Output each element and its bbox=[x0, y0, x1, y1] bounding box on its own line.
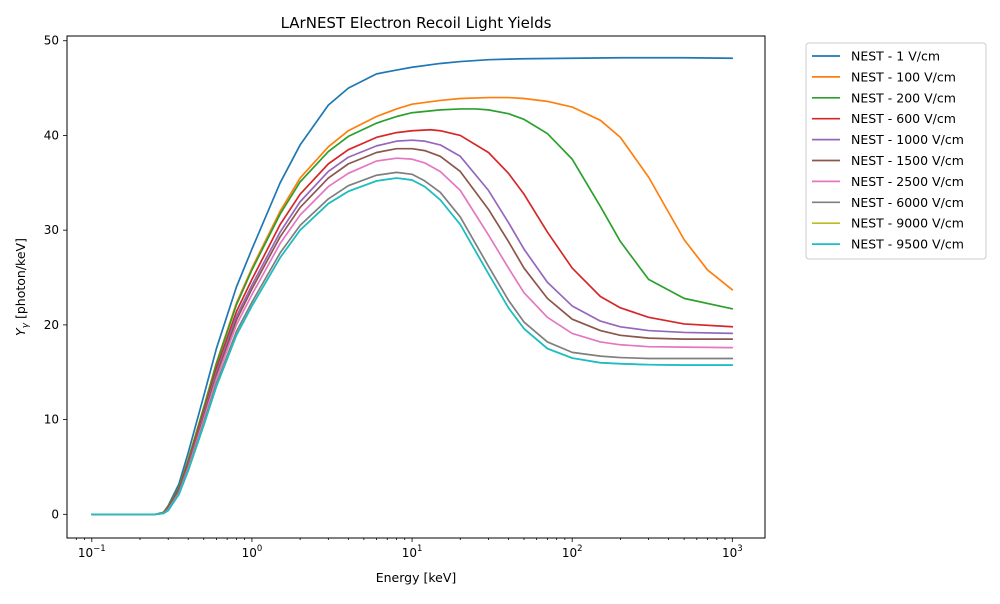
y-ticks: 0 10 20 30 40 50 bbox=[44, 34, 67, 521]
x-ticks: 10−1 100 101 102 103 bbox=[75, 538, 743, 560]
y-tick-label-5: 50 bbox=[44, 34, 59, 48]
y-tick-label-1: 10 bbox=[44, 413, 59, 427]
y-tick-label-0: 0 bbox=[51, 507, 59, 521]
legend-label-2: NEST - 200 V/cm bbox=[851, 90, 956, 105]
y-tick-label-2: 20 bbox=[44, 318, 59, 332]
y-tick-label-4: 40 bbox=[44, 128, 59, 142]
x-tick-label-2: 101 bbox=[402, 544, 423, 560]
x-tick-label-1: 100 bbox=[242, 544, 263, 560]
legend-items: NEST - 1 V/cm NEST - 100 V/cm NEST - 200 V… bbox=[812, 49, 964, 252]
legend-frame bbox=[805, 42, 987, 260]
series-line-9 bbox=[90, 177, 734, 516]
legend-label-9: NEST - 9500 V/cm bbox=[851, 237, 964, 252]
x-tick-label-3: 102 bbox=[562, 544, 583, 560]
x-tick-label-4: 103 bbox=[722, 544, 743, 560]
legend-label-5: NEST - 1500 V/cm bbox=[851, 153, 964, 168]
chart-title: LArNEST Electron Recoil Light Yields bbox=[281, 14, 552, 32]
legend-label-3: NEST - 600 V/cm bbox=[851, 111, 956, 126]
y-axis-label-subscript: γ bbox=[21, 322, 31, 328]
series-group bbox=[90, 56, 734, 516]
legend-label-4: NEST - 1000 V/cm bbox=[851, 132, 964, 147]
plot-area bbox=[66, 35, 766, 539]
legend: NEST - 1 V/cm NEST - 100 V/cm NEST - 200 V… bbox=[805, 42, 987, 260]
y-axis-label-unit: [photon/keV] bbox=[13, 238, 28, 323]
legend-label-1: NEST - 100 V/cm bbox=[851, 69, 956, 84]
axes-frame bbox=[66, 35, 766, 539]
y-axis-label: Yγ [photon/keV] bbox=[13, 238, 31, 336]
legend-label-0: NEST - 1 V/cm bbox=[851, 49, 940, 64]
y-tick-label-3: 30 bbox=[44, 223, 59, 237]
legend-label-8: NEST - 9000 V/cm bbox=[851, 216, 964, 231]
legend-label-7: NEST - 6000 V/cm bbox=[851, 195, 964, 210]
series-line-0 bbox=[90, 56, 734, 516]
x-tick-label-0: 10−1 bbox=[78, 544, 106, 560]
x-axis-label: Energy [keV] bbox=[376, 570, 457, 585]
legend-label-6: NEST - 2500 V/cm bbox=[851, 174, 964, 189]
y-axis-label-symbol: Y bbox=[13, 327, 28, 336]
series-line-2 bbox=[90, 108, 734, 516]
